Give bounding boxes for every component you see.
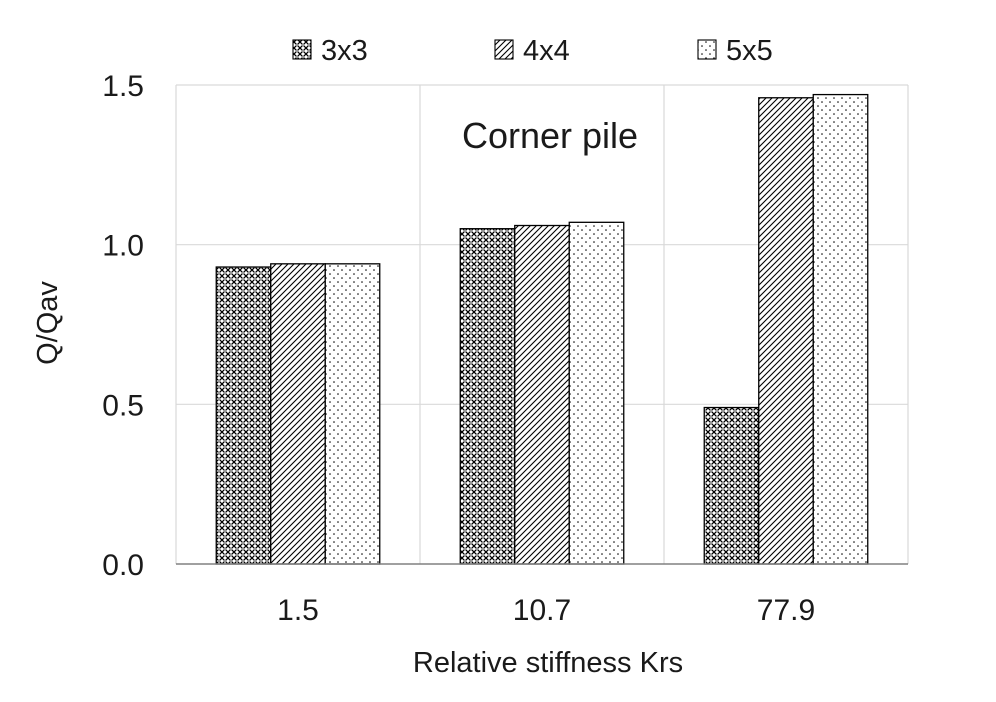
legend-label-3x3: 3x3: [321, 35, 368, 67]
x-tick-label: 1.5: [277, 594, 319, 627]
y-tick-label: 0.0: [102, 549, 144, 582]
bar-4x4-10.7: [514, 224, 570, 565]
x-tick-label: 77.9: [757, 594, 815, 627]
y-tick-label: 1.0: [102, 230, 144, 263]
axes: 0.0 0.5 1.0 1.5 1.5 10.7 77.9: [102, 70, 908, 627]
bar-3x3-77.9: [703, 406, 760, 565]
chart-annotation: Corner pile: [462, 115, 638, 156]
y-axis-title: Q/Qav: [32, 281, 64, 365]
y-tick-label: 0.5: [102, 389, 144, 422]
bar-5x5-1.5: [324, 263, 381, 565]
bar-5x5-77.9: [812, 93, 869, 565]
legend: 3x3 4x4 5x5: [292, 35, 773, 67]
legend-label-4x4: 4x4: [523, 35, 570, 67]
x-axis-title: Relative stiffness Krs: [413, 647, 683, 679]
bar-4x4-1.5: [270, 263, 326, 565]
bar-3x3-10.7: [459, 228, 516, 565]
legend-swatch-3x3: [292, 39, 312, 60]
x-tick-label: 10.7: [513, 594, 571, 627]
bar-3x3-1.5: [215, 266, 272, 565]
legend-swatch-5x5: [697, 39, 717, 60]
bar-5x5-10.7: [568, 221, 625, 565]
bar-4x4-77.9: [758, 97, 814, 565]
legend-swatch-4x4: [494, 39, 514, 60]
bars: [215, 93, 869, 565]
y-tick-label: 1.5: [102, 70, 144, 103]
legend-label-5x5: 5x5: [726, 35, 773, 67]
